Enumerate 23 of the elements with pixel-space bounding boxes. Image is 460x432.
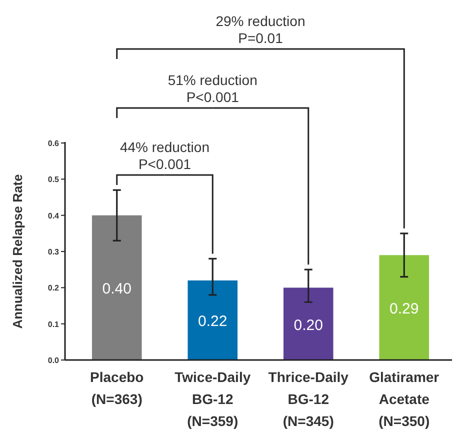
- y-tick-label: 0.3: [48, 248, 60, 256]
- y-axis-title: Annualized Relapse Rate: [10, 174, 25, 329]
- data-label: 0.20: [294, 316, 323, 334]
- bar: [188, 280, 238, 360]
- annotation: 44% reduction P<0.001: [120, 139, 210, 172]
- x-tick-label: Glatiramer Acetate (N=350): [369, 369, 440, 429]
- y-tick-label: 0.4: [48, 211, 60, 220]
- bar: [379, 255, 430, 360]
- bar: [92, 215, 142, 360]
- x-tick-label: Thrice-Daily BG-12 (N=345): [268, 369, 349, 429]
- y-tick-label: 0.6: [48, 139, 60, 148]
- y-tick-label: 0.0: [48, 356, 60, 365]
- x-tick-label: Placebo (N=363): [90, 369, 144, 407]
- y-tick-label: 0.1: [48, 320, 60, 329]
- y-tick-label: 0.2: [48, 284, 60, 293]
- x-tick-label: Twice-Daily BG-12 (N=359): [174, 369, 251, 429]
- data-label: 0.22: [198, 313, 228, 330]
- y-tick-label: 0.5: [48, 175, 60, 184]
- text: 29% reduction P=0.01: [216, 13, 306, 46]
- data-label: 0.40: [102, 280, 132, 298]
- bar: [283, 288, 334, 360]
- data-label: 0.29: [390, 300, 419, 318]
- text: 51% reduction P<0.001: [168, 72, 258, 105]
